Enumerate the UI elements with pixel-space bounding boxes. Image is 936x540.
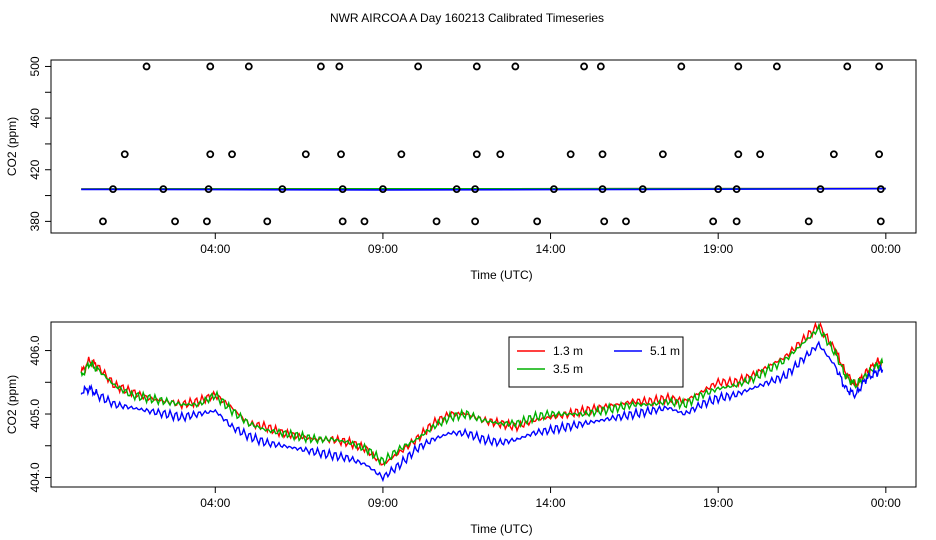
bottom-panel: 04:00 09:00 14:00 19:00 00:00 Time (UTC) 404.0… [5,321,917,536]
data-point [496,150,505,159]
legend-label: 5.1 m [650,344,680,358]
data-point [171,217,179,226]
x-axis-label: Time (UTC) [470,522,532,536]
data-point [804,217,813,226]
data-point [638,185,647,194]
data-point [677,62,686,71]
x-tick-label: 14:00 [536,242,566,256]
data-point [432,217,441,226]
legend-box [508,336,684,388]
data-point [734,62,743,71]
data-point [397,150,406,159]
plot-frame [50,321,917,488]
series-line [81,187,886,191]
legend-label: 3.5 m [553,362,583,376]
data-point [596,62,605,71]
data-point [600,217,609,226]
data-point [875,62,884,71]
data-point [471,217,480,226]
data-point [622,217,630,226]
data-point [142,62,151,71]
data-point [99,217,107,226]
y-tick-label: 460 [28,108,42,128]
data-point [875,150,884,159]
data-point [471,185,480,194]
series-line-13m [80,321,883,466]
y-tick-label: 500 [28,56,42,76]
series-line-35m [80,322,884,467]
x-tick-label: 00:00 [871,242,901,256]
data-point [876,185,885,194]
data-point [598,150,607,159]
data-point [756,150,764,159]
data-point [159,185,168,194]
data-point [658,150,667,159]
data-point [472,150,481,159]
y-tick-label: 405.0 [28,399,42,429]
data-point [414,62,423,71]
y-tick-label: 404.0 [28,462,42,492]
data-point [598,185,607,194]
data-point [337,150,345,159]
data-point [120,150,129,159]
series-line-51m [80,340,884,483]
legend: 1.3 m 5.1 m 3.5 m [508,336,684,388]
y-tick-label: 406.0 [28,335,42,365]
y-tick-label: 380 [28,211,42,231]
data-point [206,62,215,71]
legend-label: 1.3 m [553,344,583,358]
data-point [244,62,253,71]
data-point [732,185,741,194]
data-point [472,62,481,71]
chart-title: NWR AIRCOA A Day 160213 Calibrated Times… [330,11,604,25]
data-point [204,185,213,194]
data-point [452,185,461,194]
data-point [714,185,723,194]
y-tick-label: 420 [28,159,42,179]
data-point [379,185,387,194]
data-point [734,150,743,159]
x-tick-label: 19:00 [703,242,733,256]
data-point [829,150,838,159]
data-point [511,62,520,71]
x-tick-label: 00:00 [871,496,901,510]
data-point [263,217,272,226]
data-point [109,185,117,194]
data-point [533,217,542,226]
plot-frame [50,59,917,234]
data-point [338,185,347,194]
data-point [566,150,575,159]
data-point [335,62,344,71]
data-point [816,185,825,194]
data-point [206,150,215,159]
data-point [360,217,369,226]
data-point [228,150,236,159]
x-tick-label: 19:00 [703,496,733,510]
x-tick-label: 09:00 [368,242,398,256]
data-point [316,62,325,71]
data-point [580,62,588,71]
x-tick-label: 04:00 [200,242,230,256]
data-point [550,185,558,194]
top-panel: 04:00 09:00 14:00 19:00 00:00 Time (UTC) 380 42… [5,56,917,282]
data-point [709,217,718,226]
data-point [772,62,781,71]
x-tick-label: 04:00 [200,496,230,510]
data-point [732,217,741,226]
data-point [338,217,347,226]
data-point [876,217,885,226]
data-point [203,217,211,226]
x-tick-label: 09:00 [368,496,398,510]
x-tick-label: 14:00 [536,496,566,510]
data-point [301,150,310,159]
x-axis-label: Time (UTC) [470,268,532,282]
y-axis-label: CO2 (ppm) [5,117,19,176]
data-point [278,185,287,194]
y-axis-label: CO2 (ppm) [5,375,19,434]
data-point [843,62,852,71]
